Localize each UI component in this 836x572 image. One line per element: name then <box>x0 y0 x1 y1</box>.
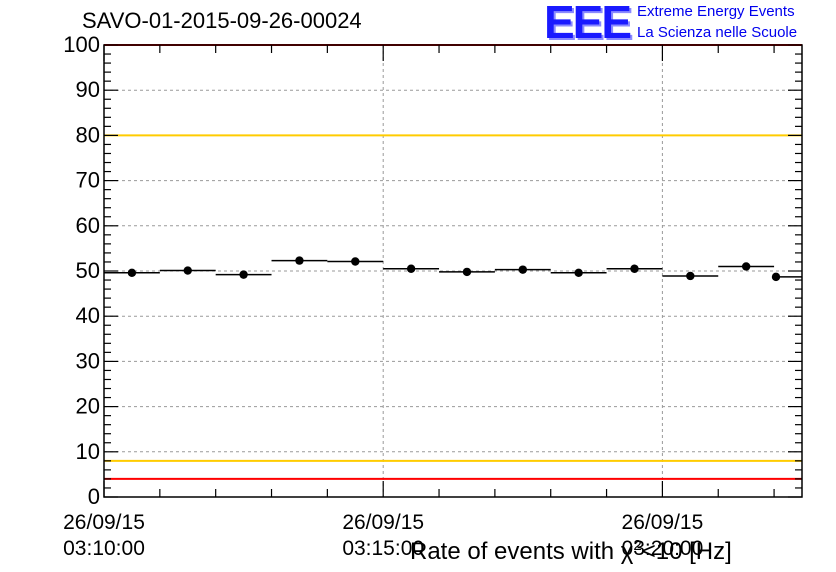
y-tick-label: 0 <box>88 484 100 509</box>
x-tick-label: 26/09/15 03:20:00 <box>610 510 714 562</box>
y-tick-label: 80 <box>76 122 100 147</box>
data-point <box>686 271 695 281</box>
y-tick-label: 40 <box>76 303 100 328</box>
data-point <box>771 272 781 282</box>
data-points <box>104 256 802 282</box>
data-point <box>351 257 360 266</box>
data-point <box>574 268 583 278</box>
y-tick-label: 50 <box>76 258 100 283</box>
data-point <box>462 267 472 277</box>
y-tick-label: 100 <box>63 32 100 57</box>
chart-title: SAVO-01-2015-09-26-00024 <box>82 8 362 33</box>
x-tick-label: 26/09/15 03:10:00 <box>52 510 156 562</box>
x-tick-time: 03:20:00 <box>621 537 704 560</box>
data-point <box>183 266 192 275</box>
data-point <box>406 264 416 273</box>
x-tick-time: 03:10:00 <box>63 537 145 560</box>
data-point <box>741 262 751 271</box>
data-point <box>239 270 248 279</box>
data-point <box>127 268 137 278</box>
y-tick-label: 30 <box>76 348 100 373</box>
x-axis-title: Rate of events with χ2<10 [Hz] <box>410 537 732 566</box>
data-point <box>295 256 304 265</box>
y-tick-label: 70 <box>76 168 100 193</box>
axis-ticks <box>103 44 802 498</box>
x-tick-date: 26/09/15 <box>63 511 145 534</box>
logo-line-2: La Scienza nelle Scuole <box>637 24 798 41</box>
x-tick-time: 03:15:00 <box>342 537 425 560</box>
y-tick-labels: 0 10 20 30 40 50 60 70 80 90 100 <box>63 32 100 509</box>
y-tick-label: 20 <box>76 394 100 419</box>
y-tick-label: 90 <box>76 77 100 102</box>
x-tick-label: 26/09/15 03:15:00 <box>331 510 435 562</box>
x-axis-title-tail: <10 [Hz] <box>641 538 732 565</box>
data-point <box>518 265 527 274</box>
eee-logo-mark: EEE <box>544 0 632 48</box>
x-axis-title-exponent: 2 <box>633 537 642 554</box>
logo-line-1: Extreme Energy Events <box>637 3 795 20</box>
x-axis-title-main: Rate of events with χ <box>410 538 634 565</box>
y-tick-label: 10 <box>76 439 100 464</box>
x-tick-date: 26/09/15 <box>342 511 425 534</box>
y-tick-label: 60 <box>76 213 100 238</box>
data-point <box>630 264 639 273</box>
x-tick-date: 26/09/15 <box>621 511 704 534</box>
eee-logo: EEE Extreme Energy Events La Scienza nel… <box>544 0 836 46</box>
reference-lines <box>104 44 802 480</box>
